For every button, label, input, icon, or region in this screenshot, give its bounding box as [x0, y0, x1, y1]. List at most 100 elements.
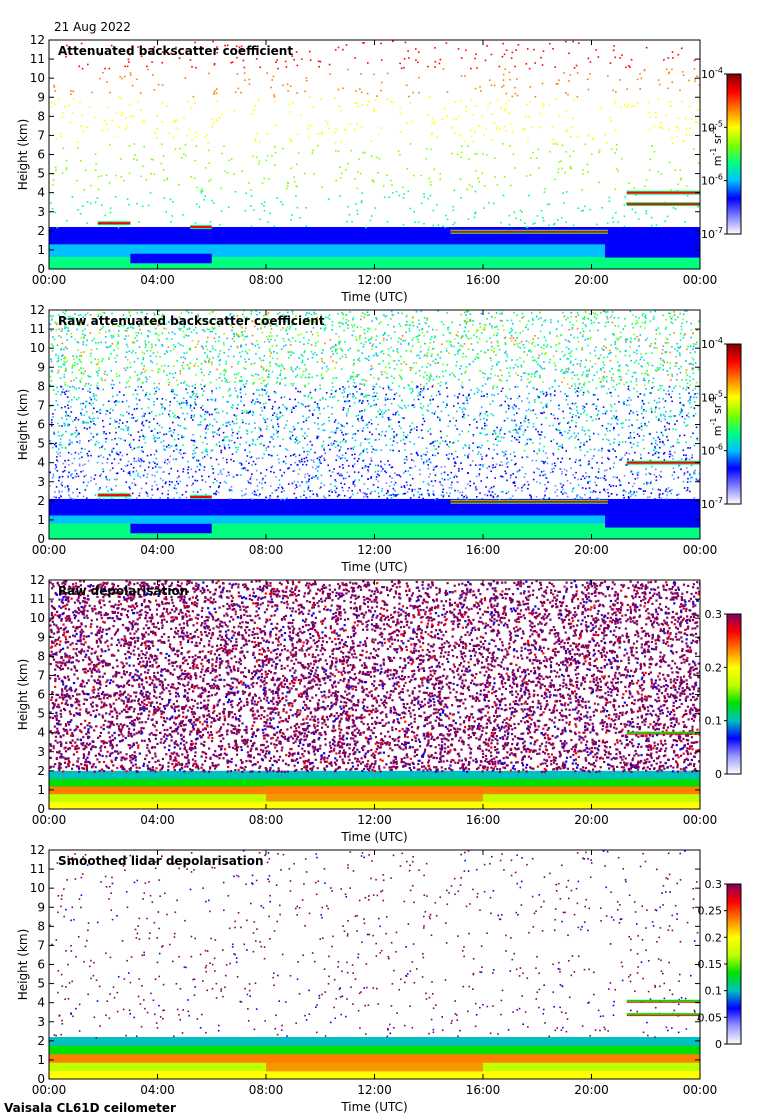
- x-tick-label: 12:00: [357, 543, 392, 557]
- colorbar-tick-label: 0.2: [705, 661, 723, 674]
- y-axis-label: Height (km): [16, 389, 30, 460]
- x-tick-label: 20:00: [574, 273, 609, 287]
- x-tick-label: 20:00: [574, 813, 609, 827]
- x-tick-label: 00:00: [32, 543, 67, 557]
- x-tick-label: 04:00: [140, 813, 175, 827]
- cloud-layer: [626, 191, 700, 194]
- y-tick-label: 6: [37, 958, 45, 972]
- y-tick-label: 11: [30, 322, 45, 336]
- x-tick-label: 00:00: [32, 813, 67, 827]
- y-tick-label: 5: [37, 437, 45, 451]
- y-tick-label: 3: [37, 745, 45, 759]
- y-tick-label: 9: [37, 630, 45, 644]
- colorbar-tick-label: 10-4: [701, 336, 723, 351]
- colorbar-units: m-1 sr-1: [709, 396, 724, 436]
- colorbar-tick-label: 0.1: [705, 715, 723, 728]
- y-tick-label: 4: [37, 726, 45, 740]
- x-tick-label: 04:00: [140, 543, 175, 557]
- y-axis-label: Height (km): [16, 119, 30, 190]
- y-axis-label: Height (km): [16, 659, 30, 730]
- y-tick-label: 3: [37, 1015, 45, 1029]
- x-tick-label: 08:00: [249, 543, 284, 557]
- colorbar-tick-label: 10-5: [701, 119, 723, 134]
- x-tick-label: 04:00: [140, 1083, 175, 1097]
- y-tick-label: 5: [37, 167, 45, 181]
- cloud-layer: [97, 494, 131, 497]
- panel-title: Raw depolarisation: [58, 584, 188, 598]
- panel-title: Raw attenuated backscatter coefficient: [58, 314, 325, 328]
- y-tick-label: 1: [37, 513, 45, 527]
- y-tick-label: 6: [37, 688, 45, 702]
- colorbar: [726, 73, 742, 235]
- y-tick-label: 7: [37, 128, 45, 142]
- y-tick-label: 12: [30, 573, 45, 587]
- y-tick-label: 0: [37, 1072, 45, 1086]
- x-tick-label: 16:00: [466, 273, 501, 287]
- y-tick-label: 4: [37, 456, 45, 470]
- colorbar-tick-label: 0: [715, 768, 722, 781]
- x-tick-label: 16:00: [466, 813, 501, 827]
- colorbar-tick-label: 0.25: [698, 905, 723, 918]
- y-tick-label: 8: [37, 649, 45, 663]
- y-tick-label: 11: [30, 862, 45, 876]
- footer-label: Vaisala CL61D ceilometer: [4, 1101, 176, 1115]
- colorbar-tick-label: 0.3: [705, 878, 723, 891]
- y-tick-label: 2: [37, 764, 45, 778]
- y-tick-label: 2: [37, 494, 45, 508]
- backscatter-field: [49, 310, 700, 539]
- cloud-layer: [190, 226, 212, 229]
- y-tick-label: 3: [37, 205, 45, 219]
- panel-title: Smoothed lidar depolarisation: [58, 854, 264, 868]
- x-tick-label: 00:00: [683, 543, 718, 557]
- y-tick-label: 10: [30, 881, 45, 895]
- y-tick-label: 0: [37, 532, 45, 546]
- x-axis-label: Time (UTC): [340, 830, 407, 844]
- x-tick-label: 16:00: [466, 543, 501, 557]
- colorbar: [726, 343, 742, 505]
- x-tick-label: 04:00: [140, 273, 175, 287]
- colorbar-tick-label: 10-7: [701, 226, 723, 241]
- x-tick-label: 08:00: [249, 1083, 284, 1097]
- colorbar: [726, 883, 742, 1045]
- y-tick-label: 2: [37, 224, 45, 238]
- colorbar-tick-label: 10-7: [701, 496, 723, 511]
- backscatter-field: [49, 850, 700, 1079]
- x-tick-label: 12:00: [357, 1083, 392, 1097]
- y-tick-label: 8: [37, 379, 45, 393]
- y-tick-label: 8: [37, 919, 45, 933]
- colorbar-tick-label: 10-6: [701, 173, 723, 188]
- y-tick-label: 11: [30, 592, 45, 606]
- x-axis-label: Time (UTC): [340, 1100, 407, 1114]
- date-label: 21 Aug 2022: [54, 20, 131, 34]
- y-tick-label: 6: [37, 418, 45, 432]
- y-tick-label: 12: [30, 843, 45, 857]
- x-axis-label: Time (UTC): [340, 560, 407, 574]
- x-tick-label: 00:00: [683, 1083, 718, 1097]
- x-tick-label: 00:00: [683, 813, 718, 827]
- cloud-layer-edge: [626, 733, 700, 735]
- y-tick-label: 10: [30, 71, 45, 85]
- cloud-layer: [626, 461, 700, 464]
- y-tick-label: 5: [37, 707, 45, 721]
- colorbar-tick-label: 10-5: [701, 389, 723, 404]
- x-tick-label: 00:00: [683, 273, 718, 287]
- colorbar-tick-label: 10-4: [701, 66, 723, 81]
- colorbar: [726, 613, 742, 775]
- y-tick-label: 10: [30, 341, 45, 355]
- y-tick-label: 3: [37, 475, 45, 489]
- cloud-layer: [626, 999, 700, 1002]
- y-tick-label: 0: [37, 802, 45, 816]
- x-tick-label: 00:00: [32, 273, 67, 287]
- colorbar-tick-label: 0.05: [698, 1011, 723, 1024]
- y-tick-label: 7: [37, 398, 45, 412]
- colorbar-tick-label: 0.2: [705, 931, 723, 944]
- y-tick-label: 9: [37, 90, 45, 104]
- panel-title: Attenuated backscatter coefficient: [58, 44, 293, 58]
- y-tick-label: 11: [30, 52, 45, 66]
- cloud-layer: [450, 500, 608, 503]
- y-tick-label: 1: [37, 783, 45, 797]
- y-tick-label: 9: [37, 900, 45, 914]
- y-tick-label: 4: [37, 996, 45, 1010]
